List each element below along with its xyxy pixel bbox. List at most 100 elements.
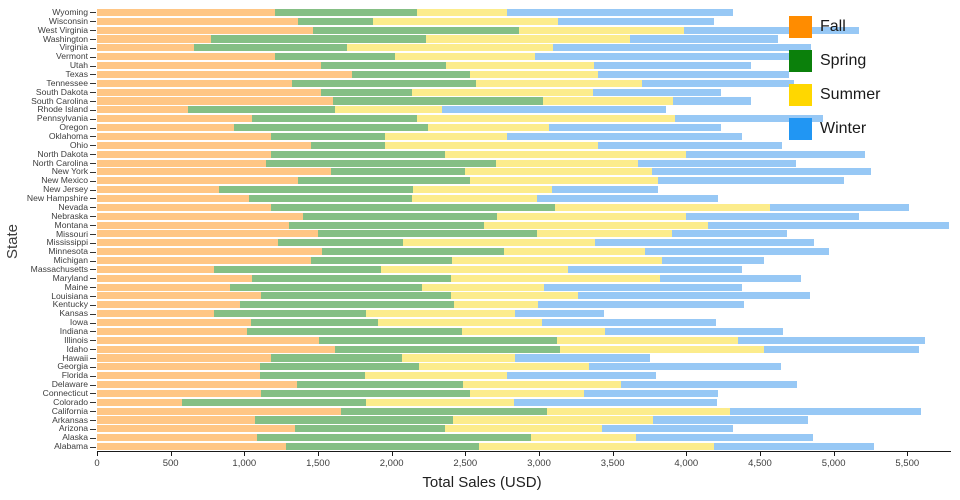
bar-row [97,70,950,78]
bar-segment-winter [589,363,781,371]
bar-segment-summer [421,283,545,291]
y-tick-mark [90,12,96,14]
bar-segment-spring [302,212,497,220]
bar-segment-fall [97,159,266,167]
y-tick-label: Oklahoma [48,131,88,142]
bar-segment-fall [97,416,256,424]
bar-row [97,327,950,335]
bar-segment-winter [672,230,788,238]
y-tick-mark [90,446,96,448]
bar-segment-winter [597,141,783,149]
bar-segment-fall [97,310,215,318]
bar-segment-fall [97,177,299,185]
y-tick-label: Connecticut [42,387,88,398]
legend-item-fall: Fall [789,16,880,38]
bar-row [97,177,950,185]
y-tick-label: Ohio [69,139,88,150]
y-tick-mark [90,331,96,333]
y-tick-mark [90,357,96,359]
y-tick-mark [90,136,96,138]
bar-segment-winter [548,124,721,132]
y-tick-mark [90,198,96,200]
bar-segment-winter [594,62,752,70]
bar-segment-fall [97,239,279,247]
bar-row [97,230,950,238]
bar-segment-spring [259,363,419,371]
bar-segment-fall [97,283,230,291]
y-tick-mark [90,109,96,111]
bar-segment-winter [593,88,721,96]
bar-row [97,318,950,327]
bar-segment-summer [484,221,708,229]
bar-segment-winter [537,194,718,203]
legend-label: Winter [820,120,867,137]
bar-segment-summer [444,425,602,433]
bar-segment-fall [97,363,260,371]
bar-segment-fall [97,407,341,415]
bar-segment-winter [770,203,910,211]
x-tick-label: 4,500 [748,458,772,469]
bar-segment-winter [515,310,604,318]
x-tick-mark [833,452,835,456]
bar-segment-spring [312,26,520,34]
bar-row [97,398,950,406]
bar-segment-spring [251,115,418,123]
y-tick-label: Kentucky [52,299,88,310]
y-tick-mark [90,428,96,430]
bar-segment-summer [463,381,621,389]
y-tick-mark [90,101,96,103]
y-tick-label: Indiana [59,325,88,336]
y-tick-mark [90,92,96,94]
bar-segment-fall [97,124,234,132]
bar-segment-winter [651,168,872,176]
y-tick-mark [90,411,96,413]
y-tick-label: Arizona [58,423,88,434]
x-tick-mark [907,452,909,456]
bar-segment-summer [530,434,637,442]
bar-segment-fall [97,35,212,43]
bar-segment-fall [97,345,335,353]
bar-segment-summer [536,230,673,238]
bar-segment-winter [673,97,752,105]
bar-row [97,336,950,344]
bar-segment-winter [645,248,830,256]
y-tick-mark [90,313,96,315]
y-tick-mark [90,145,96,147]
y-tick-mark [90,393,96,395]
x-tick-label: 3,000 [527,458,551,469]
bar-segment-summer [365,398,514,406]
y-tick-label: New Hampshire [26,193,88,204]
bar-segment-fall [97,44,195,52]
bar-segment-summer [412,186,553,194]
y-tick-mark [90,83,96,85]
bar-segment-summer [454,301,539,309]
bar-segment-fall [97,8,276,16]
x-tick-mark [686,452,688,456]
x-tick-label: 1,500 [306,458,330,469]
legend-item-summer: Summer [789,84,880,106]
y-tick-mark [90,437,96,439]
bar-segment-fall [97,248,323,256]
y-tick-mark [90,242,96,244]
bar-segment-summer [461,327,606,335]
y-tick-mark [90,189,96,191]
y-tick-label: Alaska [62,432,88,443]
x-tick-label: 5,500 [895,458,920,469]
bar-segment-summer [417,8,508,16]
y-tick-label: Minnesota [48,246,88,257]
bar-segment-fall [97,62,321,70]
bar-segment-summer [412,194,538,203]
bar-segment-summer [504,248,646,256]
bar-segment-spring [310,141,385,149]
bar-segment-fall [97,318,251,327]
bar-segment-winter [507,8,733,16]
bar-segment-spring [214,310,366,318]
bar-row [97,354,950,362]
bar-segment-spring [298,177,470,185]
bar-segment-summer [547,407,731,415]
bar-segment-spring [295,425,445,433]
y-tick-label: New York [51,166,88,177]
bar-row [97,407,950,415]
y-tick-label: Pennsylvania [36,113,88,124]
